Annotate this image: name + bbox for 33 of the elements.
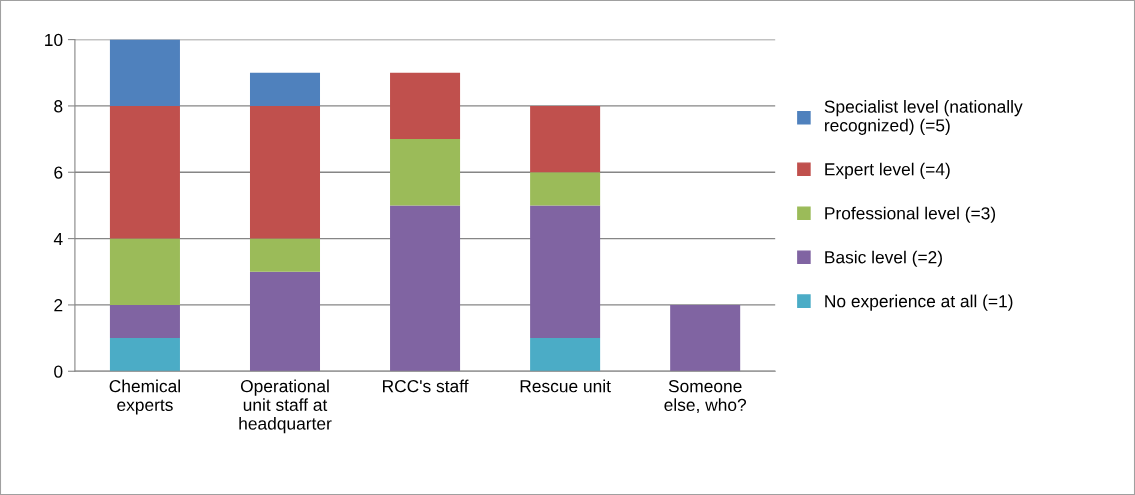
y-tick-label: 8	[54, 100, 63, 113]
bar	[249, 105, 321, 239]
bar	[390, 72, 461, 140]
bar	[249, 72, 321, 106]
bar	[109, 105, 180, 239]
y-tick-label: 0	[54, 365, 63, 378]
x-tick-label: Rescue unit	[520, 379, 611, 393]
bar	[530, 172, 601, 206]
bar	[530, 105, 601, 173]
y-tick-label: 10	[45, 33, 63, 47]
y-tick-label: 2	[54, 299, 63, 312]
bar	[390, 205, 461, 372]
bar	[530, 205, 601, 339]
y-tick-label: 4	[53, 232, 63, 245]
y-tick-label: 6	[54, 166, 63, 179]
bar	[390, 139, 461, 206]
x-tick-label: Someone else, who?	[664, 380, 747, 414]
legend-label: Specialist level (nationally recognized) (=5)	[824, 100, 1023, 135]
bar	[109, 39, 180, 106]
x-tick-label: Chemical experts	[109, 379, 180, 415]
bar	[109, 238, 180, 305]
legend-label: No experience at all (=1)	[825, 294, 1013, 311]
x-tick-label: Operational unit staff at headquarter	[239, 379, 332, 434]
bar	[249, 238, 321, 272]
bar	[109, 338, 180, 372]
bar	[249, 271, 321, 372]
legend-label: Expert level (=4)	[825, 162, 950, 179]
bar	[530, 338, 601, 372]
legend-label: Professional level (=3)	[825, 206, 996, 223]
x-tick-label: RCC's staff	[383, 379, 469, 393]
bar	[109, 304, 180, 339]
legend-label: Basic level (=2)	[825, 250, 942, 267]
bar	[670, 304, 741, 372]
